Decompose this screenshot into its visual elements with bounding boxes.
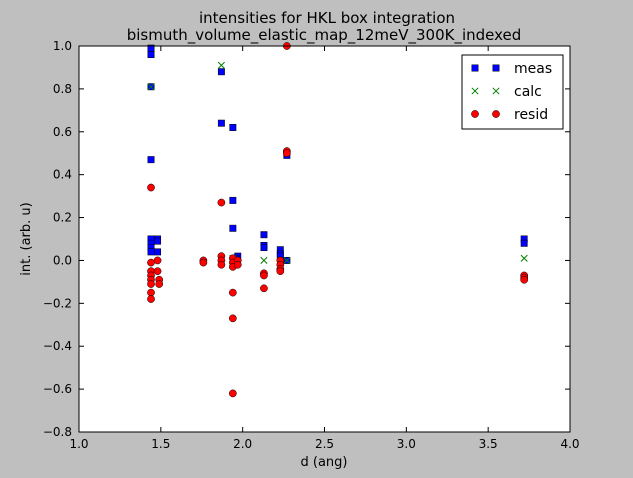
calc-point xyxy=(283,256,291,264)
resid-point xyxy=(283,149,291,158)
legend-label-calc: calc xyxy=(514,84,542,100)
resid-point xyxy=(147,258,155,267)
y-tick-label: 1.0 xyxy=(53,39,72,53)
y-axis-label: int. (arb. u) xyxy=(19,202,34,275)
resid-point xyxy=(155,280,164,288)
meas-point xyxy=(217,119,225,127)
legend-box xyxy=(461,54,564,130)
y-tick-label: 0.0 xyxy=(53,253,72,267)
y-tick-label: 0.8 xyxy=(53,82,72,96)
legend-marker-resid xyxy=(492,110,500,118)
x-tick-label: 3.5 xyxy=(479,437,498,451)
y-tick-label: −0.6 xyxy=(43,382,72,396)
chart-title-line1: intensities for HKL box integration xyxy=(199,9,455,27)
legend-marker-meas xyxy=(471,64,479,72)
series-meas xyxy=(147,44,528,264)
resid-point xyxy=(199,258,208,267)
meas-point xyxy=(229,124,237,131)
x-tick-label: 2.5 xyxy=(315,437,334,451)
series-resid xyxy=(147,42,529,398)
legend-marker-resid xyxy=(471,110,479,118)
meas-point xyxy=(154,248,162,256)
legend-entry-meas: meas xyxy=(471,61,552,77)
legend-label-meas: meas xyxy=(514,61,552,77)
y-tick-label: −0.8 xyxy=(43,425,72,439)
meas-point xyxy=(147,248,155,256)
resid-point xyxy=(260,271,268,280)
y-tick-label: −0.4 xyxy=(43,339,72,353)
meas-point xyxy=(217,68,225,76)
y-tick-label: −0.2 xyxy=(43,296,72,310)
data-marks xyxy=(147,42,529,398)
x-tick-label: 1.0 xyxy=(69,437,88,451)
resid-point xyxy=(228,314,237,323)
x-tick-label: 4.0 xyxy=(560,437,579,451)
legend-entry-resid: resid xyxy=(471,107,548,123)
meas-point xyxy=(260,244,268,252)
chart-title-line2: bismuth_volume_elastic_map_12meV_300K_in… xyxy=(127,26,522,45)
x-tick-label: 2.0 xyxy=(233,437,252,451)
legend-entry-calc: calc xyxy=(471,84,542,100)
resid-point xyxy=(217,198,226,207)
meas-point xyxy=(154,237,162,245)
legend-marker-meas xyxy=(492,64,500,72)
y-tick-label: 0.2 xyxy=(53,211,72,225)
calc-point xyxy=(260,256,268,264)
y-tick-label: 0.6 xyxy=(53,125,72,139)
resid-point xyxy=(147,280,155,288)
calc-point xyxy=(147,83,155,91)
resid-point xyxy=(228,288,237,297)
resid-point xyxy=(217,260,226,269)
resid-point xyxy=(153,267,162,276)
resid-point xyxy=(228,389,237,398)
legend-marker-calc xyxy=(492,87,500,95)
calc-point xyxy=(217,61,225,69)
resid-point xyxy=(233,260,242,269)
x-axis-label: d (ang) xyxy=(301,455,348,470)
resid-point xyxy=(260,284,268,293)
tick-labels: 1.0 1.5 2.0 2.5 3.0 3.5 4.0 −0.8 −0.6 −0.4 −0.2 0.0… xyxy=(43,39,580,451)
meas-point xyxy=(147,156,155,164)
resid-point xyxy=(147,295,155,303)
y-tick-label: 0.4 xyxy=(53,168,72,182)
meas-point xyxy=(147,51,155,59)
resid-point xyxy=(147,288,155,297)
meas-point xyxy=(260,231,268,239)
resid-point xyxy=(147,183,155,192)
meas-point xyxy=(229,224,237,232)
legend: meas calc resid xyxy=(461,54,564,130)
plot-frame xyxy=(78,45,571,433)
resid-point xyxy=(153,256,162,265)
legend-label-resid: resid xyxy=(514,107,548,123)
x-tick-label: 3.0 xyxy=(397,437,416,451)
resid-point xyxy=(520,275,529,284)
calc-point xyxy=(520,254,528,262)
x-tick-label: 1.5 xyxy=(151,437,170,451)
meas-point xyxy=(229,196,237,204)
resid-point xyxy=(276,267,285,276)
legend-marker-calc xyxy=(471,87,479,95)
meas-point xyxy=(520,239,528,247)
